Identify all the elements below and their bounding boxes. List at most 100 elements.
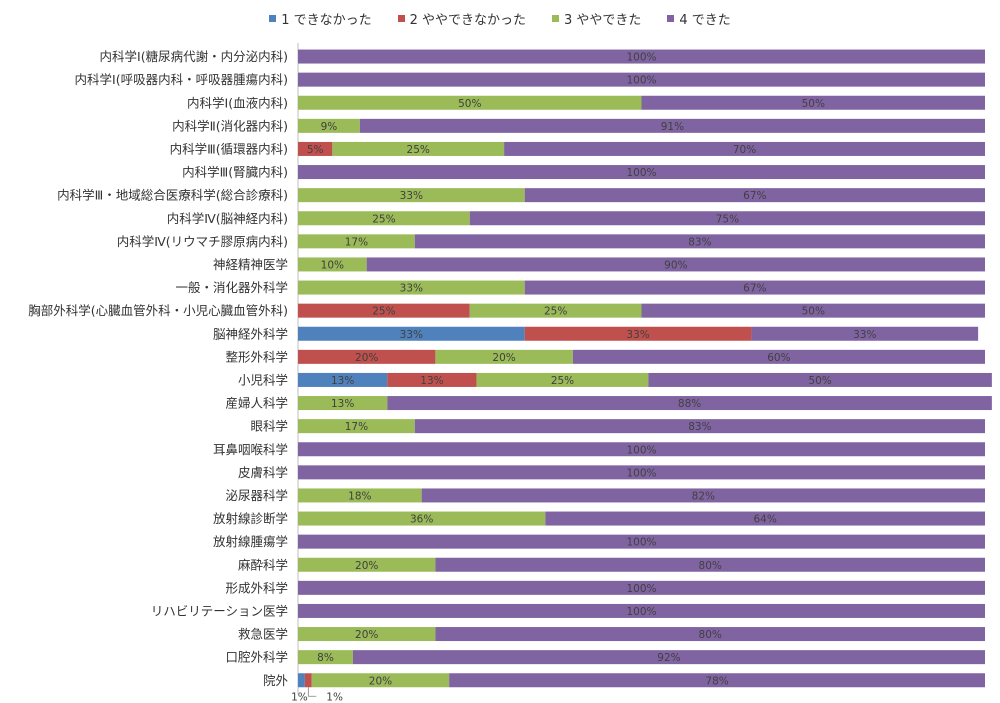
bar-segment-series-3 (298, 280, 525, 295)
data-label: 17% (345, 421, 368, 433)
bar-segment-series-3 (298, 95, 642, 110)
category-label: 口腔外科学 (225, 650, 288, 665)
data-label: 75% (716, 213, 739, 225)
data-label: 50% (808, 375, 831, 387)
legend-swatch (667, 14, 675, 22)
data-label: 100% (626, 75, 656, 87)
chart-legend: 1 できなかった 2 ややできなかった 3 ややできた 4 できた (0, 8, 1000, 28)
data-label: 33% (400, 283, 423, 295)
data-label: 1% (326, 691, 343, 703)
bar-segment-series-4 (421, 488, 985, 503)
data-label: 5% (307, 144, 324, 156)
data-label: 33% (626, 329, 649, 341)
bar-segment-series-2 (387, 372, 477, 387)
bar-segment-series-3 (298, 211, 470, 226)
category-label: 内科学Ⅲ・地域総合医療科学(総合診療科) (57, 188, 288, 203)
category-label: 皮膚科学 (238, 465, 288, 480)
data-label: 60% (767, 352, 790, 364)
bar-segment-series-4 (414, 419, 985, 434)
data-label: 80% (699, 560, 722, 572)
data-label: 100% (626, 167, 656, 179)
bar-segment-series-3 (298, 650, 353, 665)
bar-segment-series-4 (352, 650, 986, 665)
bar-segment-series-2 (298, 303, 470, 318)
legend-item-3: 3 ややできた (552, 9, 641, 28)
data-label: 20% (355, 560, 378, 572)
data-label: 25% (551, 375, 574, 387)
data-label: 88% (678, 398, 701, 410)
data-label: 33% (400, 329, 423, 341)
data-label: 80% (699, 629, 722, 641)
data-label: 78% (705, 675, 728, 687)
bar-segment-series-4 (298, 442, 985, 457)
category-label: 眼科学 (250, 419, 288, 434)
bar-segment-series-4 (298, 72, 985, 87)
data-label: 100% (626, 606, 656, 618)
data-label: 13% (331, 398, 354, 410)
category-label: 内科学Ⅰ(糖尿病代謝・内分泌内科) (100, 49, 288, 64)
bar-segment-series-3 (298, 188, 525, 203)
data-label: 92% (657, 652, 680, 664)
bar-segment-series-3 (298, 257, 367, 272)
data-label: 100% (626, 444, 656, 456)
leader-line (307, 687, 317, 697)
data-label: 67% (743, 283, 766, 295)
data-label: 64% (753, 514, 776, 526)
bar-segment-series-4 (298, 603, 985, 618)
bar-segment-series-3 (298, 488, 422, 503)
legend-label: 1 できなかった (281, 12, 372, 28)
bar-segment-series-3 (476, 372, 649, 387)
bar-segment-series-3 (298, 118, 360, 133)
data-label: 90% (664, 259, 687, 271)
legend-label: 3 ややできた (564, 12, 642, 28)
bar-segment-series-4 (641, 95, 985, 110)
data-label: 50% (458, 98, 481, 110)
data-label: 33% (400, 190, 423, 202)
data-label: 25% (544, 306, 567, 318)
bar-segment-series-2 (298, 349, 436, 364)
data-label: 13% (331, 375, 354, 387)
category-label: 神経精神医学 (213, 257, 288, 272)
bar-segment-series-4 (469, 211, 985, 226)
bar-segment-series-4 (572, 349, 985, 364)
bar-segment-series-1 (298, 326, 525, 341)
data-label: 20% (355, 629, 378, 641)
category-label: 内科学Ⅳ(リウマチ膠原病内科) (117, 234, 288, 249)
category-label: 内科学Ⅲ(腎臓内科) (182, 165, 288, 180)
bar-segment-series-1 (298, 673, 305, 688)
category-label: リハビリテーション医学 (151, 603, 288, 618)
data-label: 100% (626, 537, 656, 549)
category-label: 内科学Ⅰ(血液内科) (187, 95, 288, 110)
bar-segment-series-4 (298, 534, 985, 549)
category-label: 一般・消化器外科学 (175, 280, 288, 295)
bar-segment-series-4 (298, 165, 985, 180)
legend-swatch (397, 14, 405, 22)
data-label: 25% (372, 213, 395, 225)
bar-segment-series-4 (366, 257, 985, 272)
legend-item-2: 2 ややできなかった (397, 9, 526, 28)
category-label: 脳神経外科学 (213, 326, 288, 341)
legend-item-4: 4 できた (667, 9, 731, 28)
bar-segment-series-3 (298, 627, 436, 642)
bar-segment-series-4 (359, 118, 986, 133)
bar-segment-series-4 (435, 557, 985, 572)
category-label: 内科学Ⅳ(脳神経内科) (167, 211, 288, 226)
bar-segment-series-4 (524, 280, 985, 295)
bar-segment-series-2 (298, 141, 333, 156)
data-label: 10% (321, 259, 344, 271)
data-label: 82% (692, 490, 715, 502)
data-label: 100% (626, 583, 656, 595)
bar-segment-series-1 (298, 372, 388, 387)
data-label: 1% (291, 691, 308, 703)
category-label: 泌尿器科学 (225, 488, 288, 503)
data-label: 8% (317, 652, 334, 664)
data-label: 83% (688, 421, 711, 433)
category-label: 整形外科学 (225, 349, 288, 364)
bar-segment-series-3 (298, 234, 415, 249)
bar-segment-series-2 (304, 673, 312, 688)
data-label: 18% (348, 490, 371, 502)
data-label: 9% (321, 121, 338, 133)
bar-segment-series-3 (332, 141, 505, 156)
legend-swatch (269, 14, 277, 22)
